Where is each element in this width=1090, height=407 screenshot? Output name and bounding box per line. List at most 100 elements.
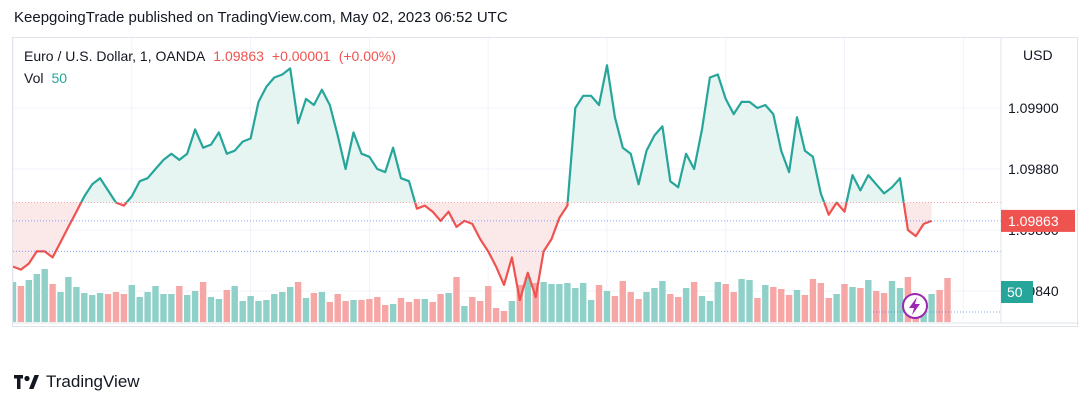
grid-lines xyxy=(13,38,1001,321)
volume-bar xyxy=(754,298,761,322)
volume-bar xyxy=(136,297,143,322)
volume-bar xyxy=(762,285,769,322)
volume-bar xyxy=(453,277,460,322)
volume-bar xyxy=(389,304,397,322)
price-line-down xyxy=(13,202,932,302)
volume-bar xyxy=(508,301,516,322)
volume-bar xyxy=(310,293,318,322)
volume-bar xyxy=(342,301,349,322)
volume-bar xyxy=(778,289,785,322)
volume-bar xyxy=(405,302,413,322)
volume-bar xyxy=(730,292,737,322)
volume-bar xyxy=(603,291,611,322)
volume-bar xyxy=(587,300,595,322)
volume-bar xyxy=(651,288,658,322)
price-chart-canvas[interactable]: USD1.098401.098601.098801.099005:0005:15… xyxy=(13,38,1079,328)
volume-bar xyxy=(809,279,817,322)
volume-bar xyxy=(184,295,191,322)
volume-bar xyxy=(944,278,951,322)
volume-bar xyxy=(722,284,729,322)
volume-bar xyxy=(572,288,579,322)
volume-bar xyxy=(793,290,801,322)
volume-bar xyxy=(896,288,904,322)
volume-bar xyxy=(595,285,603,322)
volume-bar xyxy=(112,292,120,322)
volume-bar xyxy=(421,299,428,322)
volume-badge-text: 50 xyxy=(1007,284,1023,300)
volume-bar xyxy=(382,305,389,322)
volume-bar xyxy=(556,284,563,322)
volume-bar xyxy=(429,302,436,322)
tradingview-footer[interactable]: TradingView xyxy=(14,372,140,392)
volume-bar xyxy=(287,287,294,322)
volume-bar xyxy=(706,301,714,322)
volume-bar xyxy=(57,292,64,322)
lightning-bolt-icon[interactable] xyxy=(902,293,928,319)
volume-bar xyxy=(873,291,880,322)
volume-bar xyxy=(263,300,270,322)
volume-bar xyxy=(255,301,262,322)
volume-bar xyxy=(635,299,642,322)
volume-bar xyxy=(144,292,151,322)
volume-bar xyxy=(682,288,690,322)
volume-bar xyxy=(294,282,302,322)
reference-lines xyxy=(13,202,1001,313)
volume-badge: 50 xyxy=(1001,281,1033,303)
volume-bar xyxy=(25,280,32,322)
volume-bar xyxy=(397,298,405,322)
volume-bar xyxy=(302,298,310,322)
y-tick-label: 1.09900 xyxy=(1008,100,1059,116)
volume-bar xyxy=(477,301,484,322)
volume-bar xyxy=(532,283,539,322)
volume-bar xyxy=(73,287,80,322)
volume-bar xyxy=(13,282,17,322)
volume-bar xyxy=(619,281,626,322)
volume-bar xyxy=(611,296,619,322)
volume-bar xyxy=(445,293,452,322)
chart-legend: Euro / U.S. Dollar, 1, OANDA 1.09863 +0.… xyxy=(24,45,396,89)
y-tick-label: 1.09880 xyxy=(1008,161,1059,177)
legend-change: +0.00001 xyxy=(271,48,331,64)
last-price-badge: 1.09863 xyxy=(1001,209,1075,232)
volume-bar xyxy=(437,294,444,322)
volume-bar xyxy=(524,277,531,322)
volume-bar xyxy=(334,294,341,322)
volume-bar xyxy=(279,292,286,322)
volume-bar xyxy=(89,295,96,322)
volume-bar xyxy=(667,294,674,322)
volume-bar xyxy=(215,299,223,322)
volume-bar xyxy=(104,294,112,322)
price-area-fill xyxy=(13,65,932,301)
volume-bar xyxy=(746,280,753,322)
volume-bar xyxy=(690,282,698,322)
axis-badges: 1.09863 50 xyxy=(902,209,1075,319)
volume-bar xyxy=(770,287,777,322)
volume-bar xyxy=(358,300,365,322)
volume-bar xyxy=(318,292,326,322)
volume-bar xyxy=(564,283,571,322)
volume-bar xyxy=(96,293,104,322)
publish-caption: KeepgoingTrade published on TradingView.… xyxy=(14,9,508,26)
volume-bar xyxy=(785,295,793,322)
volume-bar xyxy=(239,301,246,322)
volume-bar xyxy=(500,311,508,322)
volume-bar xyxy=(928,294,935,322)
volume-bar xyxy=(65,277,72,322)
footer-brand-text: TradingView xyxy=(46,372,140,391)
volume-bar xyxy=(675,297,682,322)
chart-panel[interactable]: USD1.098401.098601.098801.099005:0005:15… xyxy=(12,37,1079,328)
volume-bar xyxy=(168,294,175,322)
volume-bar xyxy=(160,294,167,322)
volume-bar xyxy=(857,288,864,322)
volume-bar xyxy=(580,283,587,322)
volume-bar xyxy=(366,299,373,322)
volume-bar xyxy=(801,295,809,322)
volume-bar xyxy=(714,282,721,322)
volume-bar xyxy=(350,300,357,322)
volume-bar xyxy=(888,281,896,322)
volume-bar xyxy=(128,285,135,322)
volume-bar xyxy=(936,290,943,322)
volume-bar xyxy=(849,287,856,322)
legend-vol-label: Vol xyxy=(24,70,44,86)
volume-bar xyxy=(176,286,183,322)
